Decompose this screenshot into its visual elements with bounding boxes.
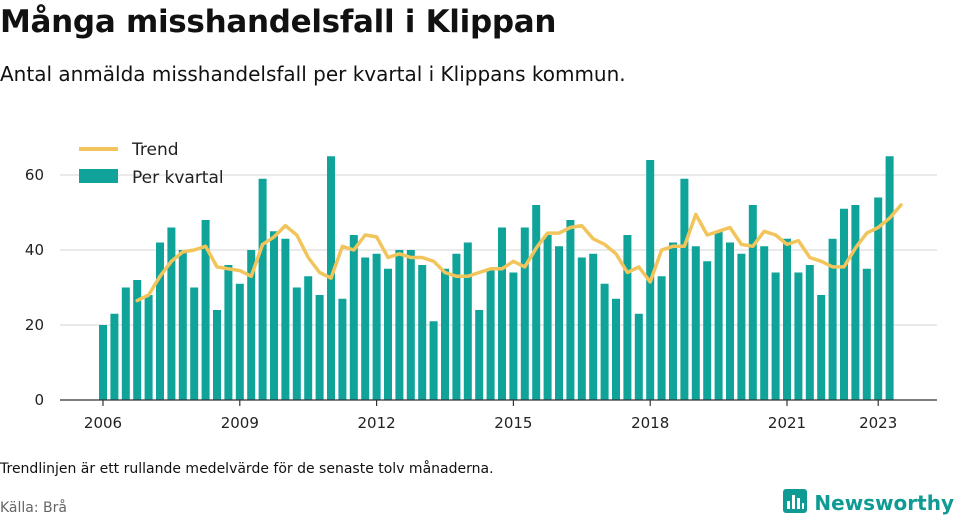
bar bbox=[338, 298, 347, 400]
bar bbox=[623, 235, 632, 400]
x-tick-label: 2012 bbox=[358, 414, 396, 432]
bar bbox=[452, 253, 461, 400]
chart: 0 20 40 60 2006 2009 2012 2015 2018 2021 2023 Trend… bbox=[25, 140, 937, 432]
bar bbox=[509, 272, 518, 400]
brand[interactable]: Newsworthy bbox=[782, 488, 954, 518]
x-tick-label: 2023 bbox=[859, 414, 897, 432]
bar bbox=[281, 238, 290, 400]
bar bbox=[110, 313, 119, 400]
bar bbox=[213, 310, 221, 400]
bar bbox=[600, 283, 609, 400]
chart-title: Många misshandelsfall i Klippan bbox=[0, 4, 557, 40]
bar bbox=[543, 235, 552, 400]
y-tick-label: 20 bbox=[25, 316, 44, 334]
bar bbox=[691, 246, 700, 400]
bar bbox=[566, 220, 575, 400]
bar bbox=[133, 280, 142, 400]
bar bbox=[167, 227, 176, 400]
bar bbox=[817, 295, 826, 400]
bar bbox=[292, 287, 301, 400]
bar bbox=[874, 197, 883, 400]
x-tick-label: 2015 bbox=[494, 414, 532, 432]
bar bbox=[235, 283, 244, 400]
bar bbox=[475, 310, 484, 400]
bar bbox=[190, 287, 199, 400]
bar bbox=[885, 156, 894, 400]
bar bbox=[828, 238, 837, 400]
bar bbox=[441, 268, 449, 400]
brand-name: Newsworthy bbox=[814, 491, 954, 515]
bar bbox=[270, 231, 278, 400]
bar bbox=[406, 250, 415, 400]
bar bbox=[669, 242, 677, 400]
bar bbox=[714, 231, 723, 400]
x-tick-label: 2021 bbox=[768, 414, 806, 432]
bar bbox=[429, 321, 438, 400]
bar bbox=[737, 253, 746, 400]
bar bbox=[532, 205, 541, 400]
bar bbox=[315, 295, 324, 400]
bar bbox=[805, 265, 814, 400]
bar bbox=[372, 253, 381, 400]
legend-trend-label: Trend bbox=[131, 140, 179, 160]
bar bbox=[771, 272, 780, 400]
bar bbox=[121, 287, 130, 400]
bar bbox=[577, 257, 586, 400]
y-tick-label: 40 bbox=[25, 241, 44, 259]
x-tick-label: 2009 bbox=[221, 414, 259, 432]
bar bbox=[748, 205, 757, 400]
bar bbox=[794, 272, 803, 400]
bar bbox=[201, 220, 210, 400]
bar bbox=[726, 242, 734, 400]
bar bbox=[224, 265, 233, 400]
bar bbox=[851, 205, 860, 400]
bar bbox=[304, 276, 313, 400]
bar bbox=[498, 227, 506, 400]
legend-bar-label: Per kvartal bbox=[132, 168, 224, 188]
bar bbox=[418, 265, 427, 400]
bar bbox=[760, 246, 769, 400]
source-text: Källa: Brå bbox=[0, 500, 67, 516]
bar bbox=[384, 268, 392, 400]
bar bbox=[840, 208, 848, 400]
bar bbox=[703, 261, 712, 400]
y-tick-label: 60 bbox=[25, 166, 44, 184]
bar bbox=[634, 313, 643, 400]
trend-line bbox=[135, 203, 903, 303]
bar bbox=[783, 238, 791, 400]
bar bbox=[247, 250, 256, 400]
bar bbox=[395, 250, 404, 400]
x-tick-label: 2018 bbox=[631, 414, 669, 432]
y-tick-label: 0 bbox=[34, 391, 44, 409]
bar bbox=[361, 257, 370, 400]
bar bbox=[349, 235, 358, 400]
bar bbox=[657, 276, 666, 400]
bar bbox=[612, 298, 620, 400]
bar bbox=[99, 325, 107, 400]
chart-subtitle: Antal anmälda misshandelsfall per kvarta… bbox=[0, 62, 626, 86]
legend-bar-swatch bbox=[79, 169, 118, 183]
bar bbox=[862, 268, 871, 400]
newsworthy-logo-icon bbox=[782, 488, 808, 518]
bar bbox=[156, 242, 164, 400]
bar bbox=[463, 242, 472, 400]
bar bbox=[258, 178, 267, 400]
bar bbox=[178, 250, 187, 400]
x-tick-label: 2006 bbox=[84, 414, 122, 432]
chart-note: Trendlinjen är ett rullande medelvärde f… bbox=[0, 461, 494, 477]
bar bbox=[520, 227, 529, 400]
bar bbox=[555, 246, 563, 400]
bar bbox=[589, 253, 598, 400]
bar bbox=[144, 295, 153, 400]
bar bbox=[486, 268, 495, 400]
bar bbox=[680, 178, 689, 400]
